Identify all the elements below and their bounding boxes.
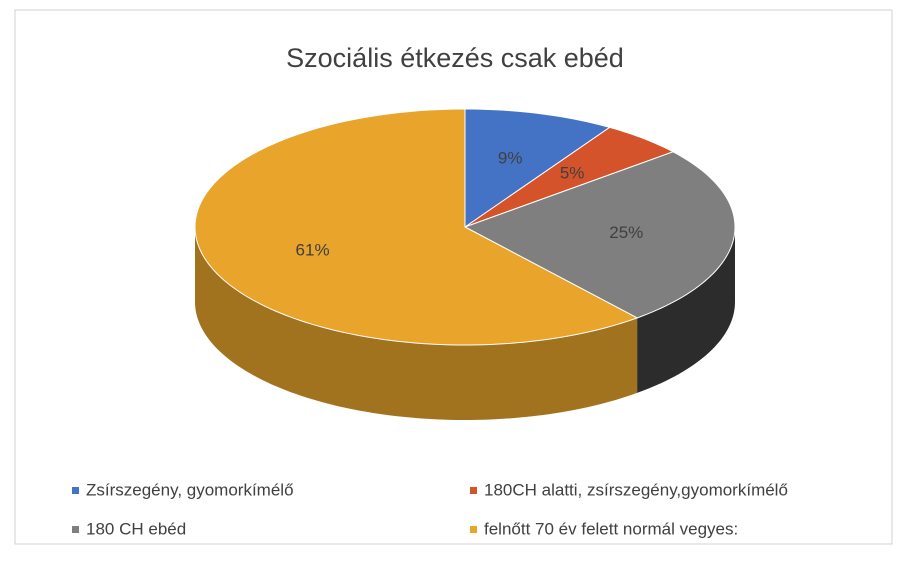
slice-side — [195, 227, 638, 420]
slice — [194, 108, 639, 346]
slice — [464, 126, 675, 228]
legend-label: Zsírszegény, gyomorkímélő — [86, 480, 294, 499]
legend-marker — [470, 487, 477, 494]
legend-marker — [72, 526, 79, 533]
data-label: 25% — [609, 223, 643, 242]
data-label: 9% — [498, 148, 523, 167]
legend-marker — [470, 526, 477, 533]
slice — [464, 108, 611, 228]
slice-side — [637, 227, 735, 393]
slice — [463, 151, 736, 319]
legend-label: 180 CH ebéd — [86, 519, 186, 538]
data-label: 5% — [560, 163, 585, 182]
chart-title: Szociális étkezés csak ebéd — [286, 43, 624, 73]
data-label: 61% — [296, 240, 330, 259]
legend-label: felnőtt 70 év felett normál vegyes: — [484, 519, 738, 538]
legend-label: 180CH alatti, zsírszegény,gyomorkímélő — [484, 480, 788, 499]
legend-marker — [72, 487, 79, 494]
